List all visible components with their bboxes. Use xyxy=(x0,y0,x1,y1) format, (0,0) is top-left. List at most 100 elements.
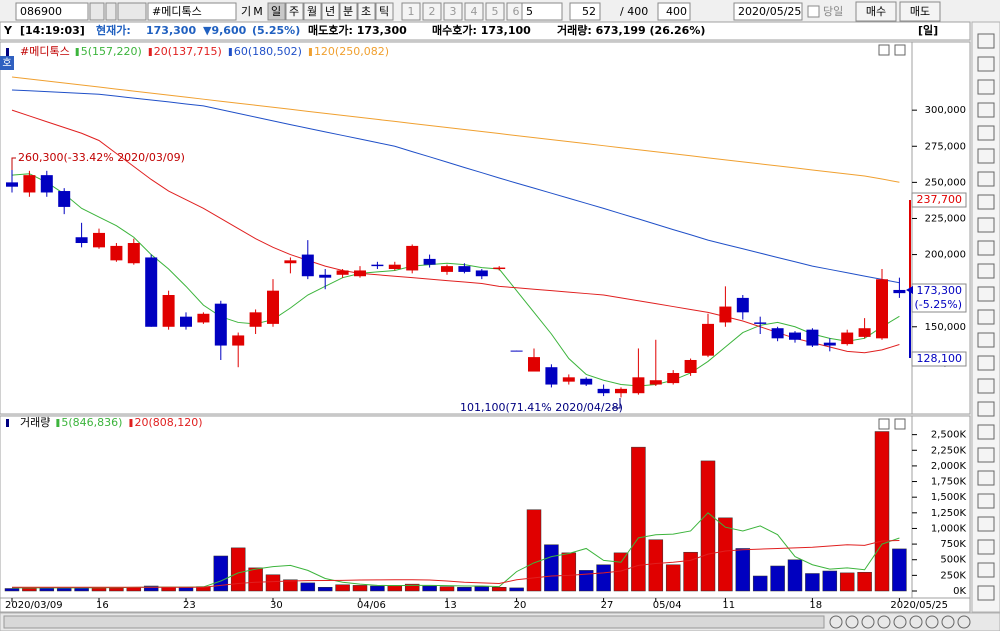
price-tag xyxy=(911,192,967,208)
date-input[interactable] xyxy=(733,2,803,21)
tool-icon[interactable] xyxy=(977,33,995,49)
volume: 거래량: 673,199 (26.26%) xyxy=(557,23,705,37)
panel-close[interactable] xyxy=(894,44,906,56)
tool-icon[interactable] xyxy=(977,539,995,555)
period-button[interactable] xyxy=(357,2,376,21)
tool-icon[interactable] xyxy=(977,585,995,601)
price-tag xyxy=(911,351,967,367)
next[interactable] xyxy=(105,2,117,21)
number-button[interactable] xyxy=(485,2,505,21)
info-bar xyxy=(0,21,971,41)
buy: 매수 xyxy=(866,5,886,18)
scrollbar[interactable] xyxy=(3,615,825,629)
interval-select[interactable] xyxy=(521,2,563,21)
bottom-control[interactable] xyxy=(829,615,843,629)
count-input[interactable] xyxy=(569,2,601,21)
tool-icon[interactable] xyxy=(977,286,995,302)
count: 52 xyxy=(582,5,596,18)
sell-button[interactable] xyxy=(899,1,941,22)
volume-bar xyxy=(735,548,751,592)
bottom-control[interactable] xyxy=(861,615,875,629)
tool-icon[interactable] xyxy=(977,470,995,486)
tool-icon[interactable] xyxy=(977,493,995,509)
number-button[interactable] xyxy=(401,2,421,21)
tool-icon[interactable] xyxy=(977,378,995,394)
legend-entry: 5(846,836) xyxy=(61,416,122,429)
bottom-control[interactable] xyxy=(893,615,907,629)
panel-min[interactable] xyxy=(878,44,890,56)
tool-icon[interactable] xyxy=(977,79,995,95)
bottom-control[interactable] xyxy=(925,615,939,629)
period-button[interactable] xyxy=(321,2,340,21)
name-input[interactable] xyxy=(147,2,237,21)
tool-icon[interactable] xyxy=(977,171,995,187)
candle-body xyxy=(110,245,123,261)
panel-close[interactable] xyxy=(894,418,906,430)
bottom-control[interactable] xyxy=(845,615,859,629)
tool-icon[interactable] xyxy=(977,194,995,210)
bottom-control[interactable] xyxy=(877,615,891,629)
legend-title: 거래량 xyxy=(20,416,50,429)
candle-body xyxy=(893,289,906,294)
panel-min[interactable] xyxy=(878,418,890,430)
tool-icon[interactable] xyxy=(977,125,995,141)
number-button[interactable] xyxy=(464,2,484,21)
bottom-control[interactable] xyxy=(941,615,955,629)
same-day-check[interactable] xyxy=(807,5,820,18)
volume-bar xyxy=(457,586,472,592)
date-axis xyxy=(0,597,971,613)
buy-button[interactable] xyxy=(855,1,897,22)
volume-bar xyxy=(544,544,559,592)
volume-bar xyxy=(422,585,437,592)
code-input[interactable] xyxy=(15,2,89,21)
period-button[interactable] xyxy=(267,2,286,21)
candle-body xyxy=(632,377,645,394)
period-button-label: 주 xyxy=(289,5,299,18)
x-tick-label: 11 xyxy=(722,600,735,611)
tool-icon[interactable] xyxy=(977,240,995,256)
dropdown[interactable] xyxy=(89,2,105,21)
moving-average xyxy=(11,173,900,387)
tool-icon[interactable] xyxy=(977,217,995,233)
candle-body xyxy=(545,367,558,385)
search[interactable] xyxy=(117,2,147,21)
tool-icon[interactable] xyxy=(977,148,995,164)
volume-bar xyxy=(839,572,855,592)
tool-icon[interactable] xyxy=(977,309,995,325)
candle-body xyxy=(197,313,210,323)
tool-icon[interactable] xyxy=(977,424,995,440)
period-button[interactable] xyxy=(285,2,304,21)
tool-icon[interactable] xyxy=(977,516,995,532)
legend-marker xyxy=(56,419,60,427)
volume-bar xyxy=(370,585,385,592)
tool-icon[interactable] xyxy=(977,56,995,72)
period-button[interactable] xyxy=(375,2,394,21)
candle-body xyxy=(93,232,105,248)
period-button[interactable] xyxy=(339,2,358,21)
legend-entry: 20(137,715) xyxy=(154,45,222,58)
volume-axis xyxy=(911,415,971,599)
tool-icon[interactable] xyxy=(977,562,995,578)
period-button[interactable] xyxy=(303,2,322,21)
legend-entry: 20(808,120) xyxy=(134,416,202,429)
y-tick-label: 1,750K xyxy=(931,477,967,488)
tool-icon[interactable] xyxy=(977,447,995,463)
y-tick-label: 1,250K xyxy=(931,508,967,519)
tool-icon[interactable] xyxy=(977,355,995,371)
candle-body xyxy=(180,316,192,327)
tool-icon[interactable] xyxy=(977,102,995,118)
candle-body xyxy=(475,270,488,277)
bottom-control[interactable] xyxy=(957,615,971,629)
side-toolbar xyxy=(971,21,1000,613)
period-button-label: 틱 xyxy=(379,5,389,18)
volume-bar xyxy=(700,460,716,592)
number-button[interactable] xyxy=(422,2,442,21)
legend-marker xyxy=(129,419,133,427)
tool-icon[interactable] xyxy=(977,263,995,279)
total-input[interactable] xyxy=(657,2,691,21)
number-button[interactable] xyxy=(443,2,463,21)
tool-icon[interactable] xyxy=(977,332,995,348)
bottom-control[interactable] xyxy=(909,615,923,629)
tool-icon[interactable] xyxy=(977,401,995,417)
